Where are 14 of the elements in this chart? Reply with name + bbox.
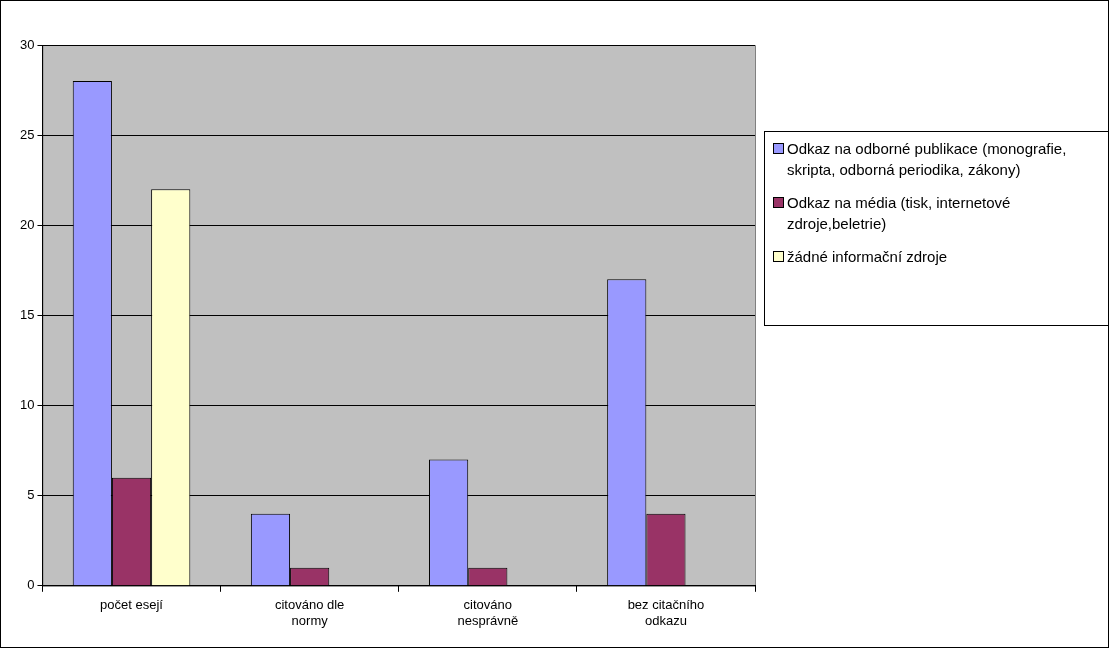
legend-label: Odkaz na odborné publikace (monografie, skripta, odborná periodika, zákony) xyxy=(787,139,1068,180)
x-tick-label: citováno nesprávně xyxy=(457,597,519,628)
y-tick-label: 5 xyxy=(27,487,35,503)
x-tick-label: počet esejí xyxy=(100,597,164,613)
legend-label: Odkaz na média (tisk, internetové zdroje,beletrie) xyxy=(787,193,1012,234)
y-tick-label: 0 xyxy=(27,577,35,593)
y-tick-label: 15 xyxy=(19,306,35,322)
y-tick-label: 20 xyxy=(19,216,35,232)
y-tick-label: 10 xyxy=(19,397,35,413)
x-tick-label: citováno dle normy xyxy=(274,597,345,628)
y-tick-label: 25 xyxy=(19,126,35,142)
y-tick-label: 30 xyxy=(19,36,35,52)
legend-label: žádné informační zdroje xyxy=(787,247,948,267)
x-tick-label: bez citačního odkazu xyxy=(627,597,705,628)
